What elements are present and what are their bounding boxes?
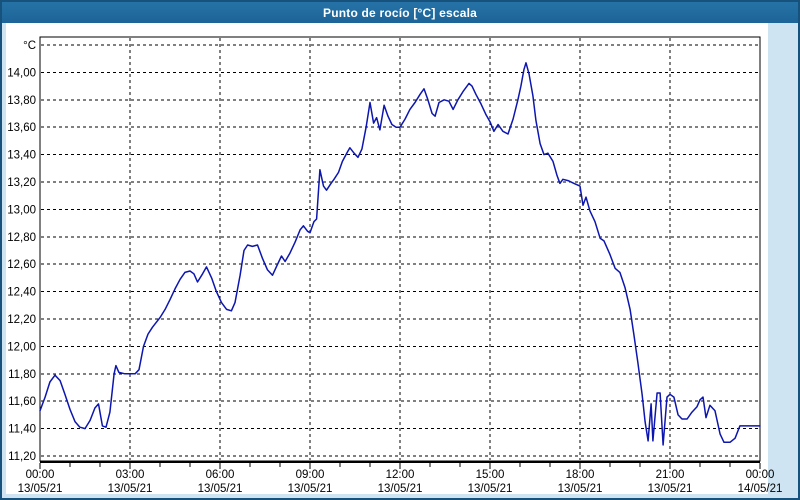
svg-text:14/05/21: 14/05/21 (738, 483, 783, 495)
plot-border-and-ticks (39, 36, 761, 469)
svg-text:11,20: 11,20 (8, 451, 36, 463)
svg-text:13/05/21: 13/05/21 (468, 483, 513, 495)
svg-text:11,40: 11,40 (8, 424, 36, 436)
svg-text:12,80: 12,80 (7, 232, 36, 244)
x-axis-labels: 00:00 13/05/21 03:00 13/05/21 06:00 13/05/21 0… (18, 469, 783, 495)
svg-text:12,00: 12,00 (7, 341, 36, 353)
svg-text:12,20: 12,20 (7, 314, 36, 326)
y-axis-labels: 14,00 13,80 13,60 13,40 13,20 13,00 12,80 12,60… (7, 40, 36, 463)
svg-text:15:00: 15:00 (476, 469, 505, 481)
svg-text:13/05/21: 13/05/21 (378, 483, 423, 495)
svg-text:13/05/21: 13/05/21 (198, 483, 243, 495)
svg-text:13,60: 13,60 (7, 122, 36, 134)
title-bar: Punto de rocío [°C] escala (2, 2, 798, 23)
svg-text:00:00: 00:00 (746, 469, 775, 481)
svg-text:14,00: 14,00 (7, 67, 36, 79)
svg-text:13,80: 13,80 (7, 95, 36, 107)
svg-text:12,40: 12,40 (7, 287, 36, 299)
svg-text:°C: °C (23, 40, 36, 52)
svg-text:00:00: 00:00 (26, 469, 55, 481)
svg-text:09:00: 09:00 (296, 469, 325, 481)
svg-text:13/05/21: 13/05/21 (18, 483, 63, 495)
svg-text:11,80: 11,80 (8, 369, 36, 381)
data-line (39, 62, 761, 446)
svg-text:18:00: 18:00 (566, 469, 595, 481)
svg-text:13/05/21: 13/05/21 (108, 483, 153, 495)
svg-text:12,60: 12,60 (7, 259, 36, 271)
svg-text:06:00: 06:00 (206, 469, 235, 481)
svg-text:21:00: 21:00 (656, 469, 685, 481)
plot-panel (6, 23, 768, 494)
svg-text:12:00: 12:00 (386, 469, 415, 481)
svg-text:13,40: 13,40 (7, 150, 36, 162)
svg-text:13,20: 13,20 (7, 177, 36, 189)
x-gridlines (129, 38, 671, 460)
svg-text:11,60: 11,60 (8, 396, 36, 408)
svg-text:13/05/21: 13/05/21 (558, 483, 603, 495)
svg-text:13,00: 13,00 (7, 204, 36, 216)
svg-text:13/05/21: 13/05/21 (288, 483, 333, 495)
svg-text:03:00: 03:00 (116, 469, 145, 481)
svg-text:13/05/21: 13/05/21 (648, 483, 693, 495)
chart-title: Punto de rocío [°C] escala (322, 5, 478, 20)
